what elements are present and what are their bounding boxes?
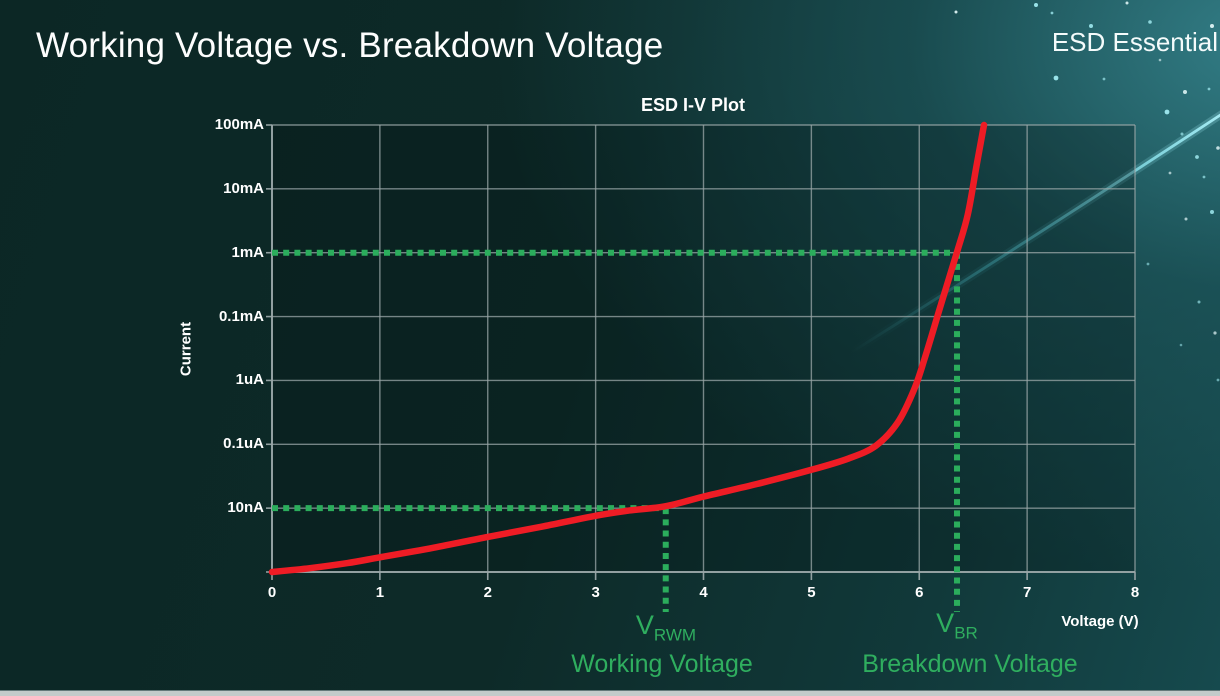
- star-dot: [1213, 331, 1217, 335]
- x-axis-title: Voltage (V): [1061, 613, 1139, 630]
- vrwm-label: VRWM: [636, 612, 696, 648]
- vbr-subscript: BR: [954, 623, 978, 643]
- x-tick-label: 5: [807, 584, 816, 601]
- iv-curve: [268, 121, 988, 576]
- star-dot: [1050, 11, 1054, 15]
- star-dot: [1053, 75, 1059, 81]
- chart-title: ESD I-V Plot: [640, 95, 746, 115]
- star-dot: [1102, 77, 1106, 81]
- star-dot: [1216, 378, 1220, 382]
- x-tick-label: 7: [1022, 584, 1032, 601]
- y-tick-label: 100mA: [214, 116, 264, 133]
- vrwm-symbol: V: [635, 610, 654, 640]
- y-tick-label: 1mA: [231, 243, 264, 261]
- star-dot: [954, 10, 958, 14]
- star-dot: [1158, 58, 1162, 62]
- y-tick-label: 1uA: [235, 371, 264, 389]
- y-axis-title: Current: [177, 321, 195, 377]
- star-dot: [1210, 210, 1214, 214]
- star-dot: [1180, 132, 1184, 136]
- vrwm-subscript: RWM: [653, 625, 697, 645]
- star-dot: [1164, 109, 1170, 115]
- star-dot: [1148, 20, 1152, 24]
- bottom-edge-strip: [0, 690, 1220, 696]
- brand-text: ESD Essential: [1051, 27, 1218, 57]
- page-title: Working Voltage vs. Breakdown Voltage: [36, 26, 664, 65]
- star-dot: [1125, 1, 1129, 5]
- x-tick-label: 6: [915, 584, 924, 601]
- light-streak: [851, 113, 1220, 354]
- star-dot: [1089, 24, 1093, 28]
- star-dot: [1168, 171, 1172, 175]
- x-tick-label: 0: [267, 584, 277, 601]
- x-tick-label: 8: [1130, 584, 1140, 601]
- x-tick-label: 3: [591, 584, 600, 601]
- star-dot: [1183, 90, 1187, 94]
- y-tick-label: 10mA: [223, 179, 264, 197]
- star-dot: [1207, 87, 1211, 91]
- star-dot: [1202, 175, 1206, 179]
- star-dot: [1210, 24, 1214, 28]
- vbr-label: VBR: [936, 610, 978, 646]
- vrwm-caption: Working Voltage: [571, 650, 753, 678]
- y-tick-label: 0.1uA: [223, 435, 264, 453]
- star-dot: [1197, 300, 1201, 304]
- star-dot: [1195, 155, 1199, 159]
- star-dot: [1146, 262, 1150, 266]
- star-dot: [1216, 146, 1220, 150]
- vbr-caption: Breakdown Voltage: [862, 650, 1078, 678]
- y-tick-label: 10nA: [227, 499, 264, 517]
- x-tick-label: 2: [483, 584, 492, 601]
- star-dot: [1034, 3, 1038, 7]
- x-tick-label: 4: [699, 584, 708, 601]
- star-dot: [1184, 217, 1188, 221]
- vbr-symbol: V: [936, 608, 955, 638]
- star-dot: [1179, 343, 1183, 347]
- y-tick-label: 0.1mA: [218, 307, 264, 325]
- x-tick-label: 1: [375, 584, 385, 601]
